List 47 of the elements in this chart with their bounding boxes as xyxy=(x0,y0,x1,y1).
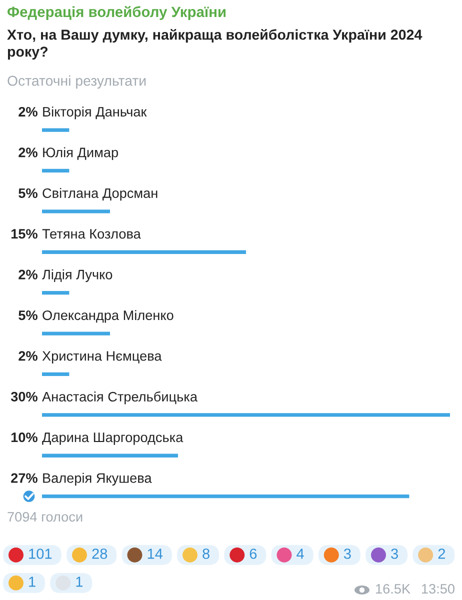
y-tick-label: Тетяна Козлова xyxy=(42,229,141,239)
bar xyxy=(42,168,70,173)
text: 4 xyxy=(296,548,304,559)
chart-subtitle: Остаточні результати xyxy=(8,75,146,89)
data-label: 30% xyxy=(10,392,38,402)
data-label: 2% xyxy=(18,106,38,117)
bar xyxy=(42,290,70,295)
bar xyxy=(42,454,178,458)
data-label: 10% xyxy=(11,432,38,442)
y-tick-label: Христина Нємцева xyxy=(42,351,162,364)
data-label: 27% xyxy=(11,473,38,483)
text: 13:50 xyxy=(422,584,454,594)
text: 8 xyxy=(202,548,210,559)
y-tick-label: Валерія Якушева xyxy=(43,472,152,486)
data-label: 5% xyxy=(18,188,38,198)
y-tick-label: Дарина Шаргородська xyxy=(42,432,184,445)
text: 2 xyxy=(438,548,446,559)
text: 6 xyxy=(250,548,257,559)
chart-title: Хто, на Вашу думку, найкраща волейболістка України 2024 року? xyxy=(7,29,422,60)
y-tick-label: Юлія Димар xyxy=(43,147,118,160)
text: 101 xyxy=(29,548,52,559)
y-tick-label: Вікторія Даньчак xyxy=(43,106,147,120)
data-label: 2% xyxy=(18,148,38,158)
y-tick-label: Світлана Дорсман xyxy=(42,188,158,201)
text: 1 xyxy=(29,576,36,587)
data-label: 15% xyxy=(11,229,38,239)
text: 3 xyxy=(344,548,351,559)
y-tick-label: Анастасія Стрельбицька xyxy=(42,391,198,404)
text: 16.5K xyxy=(376,584,410,594)
bar xyxy=(42,210,110,214)
data-label: 2% xyxy=(18,270,38,280)
text: 14 xyxy=(148,548,163,559)
text: 3 xyxy=(391,548,398,559)
y-tick-label: Лідія Лучко xyxy=(42,269,112,282)
bar xyxy=(42,250,246,254)
bar xyxy=(42,128,70,132)
bar xyxy=(42,494,410,498)
text: 1 xyxy=(76,576,83,587)
data-label: 2% xyxy=(18,351,38,361)
bar xyxy=(42,372,70,376)
text: 28 xyxy=(92,548,108,559)
y-tick-label: Олександра Міленко xyxy=(42,310,174,323)
data-label: 5% xyxy=(18,310,38,320)
bar xyxy=(42,413,450,417)
text: 7094 голоси xyxy=(8,512,82,522)
text: Федерація волейболу України xyxy=(8,6,226,20)
bar xyxy=(42,332,110,336)
